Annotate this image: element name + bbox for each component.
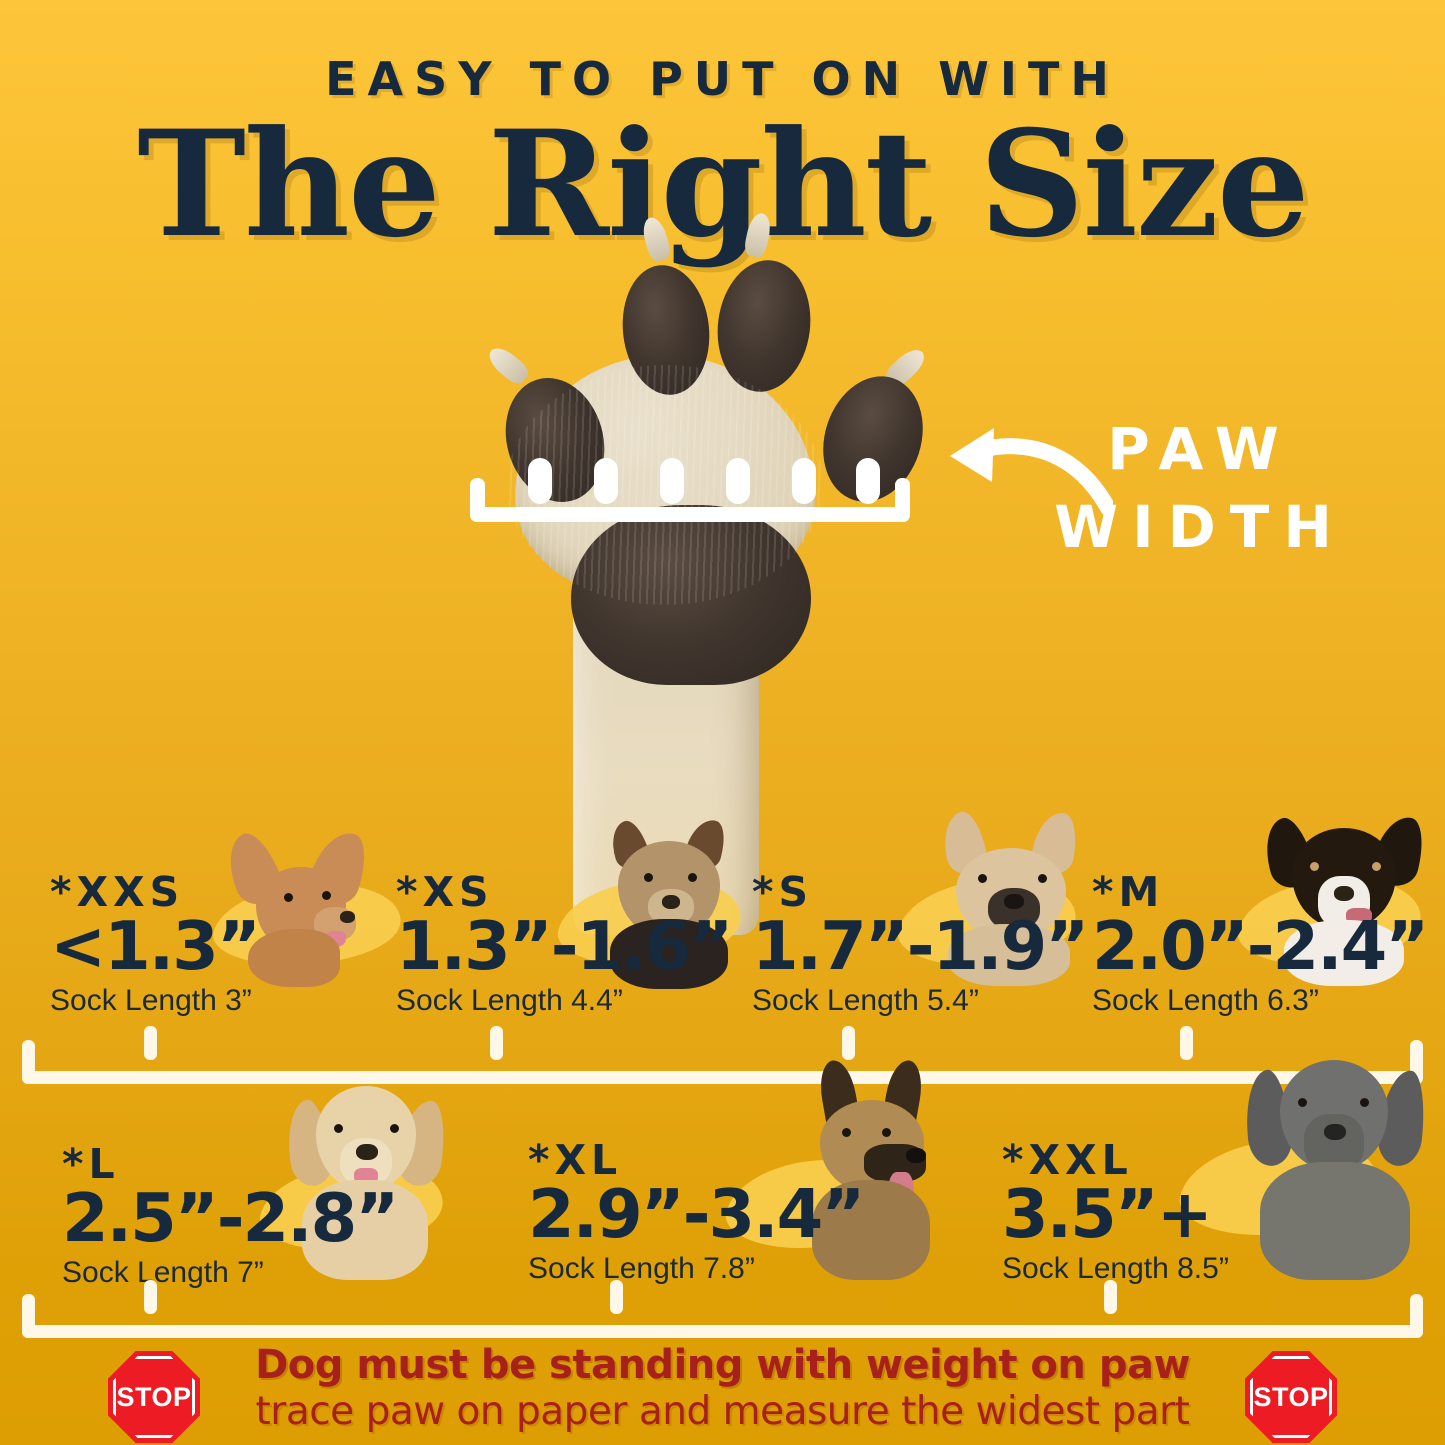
bracket-tick [792,458,816,504]
warning-text-block: Dog must be standing with weight on paw … [230,1343,1215,1435]
bracket-bar [22,1325,1423,1338]
paw-width-line1: PAW [1107,415,1293,483]
size-cell-xxl[interactable]: *XXL 3.5”+ Sock Length 8.5” [1002,1136,1229,1286]
size-code: *M [1092,868,1165,916]
bracket-tick [610,1280,623,1314]
sock-length: Sock Length 5.4” [752,984,979,1018]
size-cell-xs[interactable]: *XS 1.3”-1.6” Sock Length 4.4” [396,868,733,1018]
bracket-tick [144,1280,157,1314]
bracket-tick [528,458,552,504]
dog-photo-bernese-mountain-dog [1257,808,1435,988]
bracket-tick [660,458,684,504]
paw-width-callout-label: PAW WIDTH [1020,410,1380,567]
size-code: *XS [396,868,494,916]
warning-line-2: trace paw on paper and measure the wides… [255,1388,1190,1434]
paw-width-range: 3.5”+ [1002,1175,1213,1253]
sock-length: Sock Length 3” [50,984,252,1018]
paw-width-range: <1.3” [50,907,261,985]
sock-length: Sock Length 4.4” [396,984,623,1018]
bracket-tick [144,1026,157,1060]
size-code: *L [62,1140,120,1188]
paw-width-range: 2.9”-3.4” [528,1175,865,1253]
dog-photo-chihuahua [218,825,382,987]
sock-length: Sock Length 7” [62,1256,264,1290]
paw-width-line2: WIDTH [1054,493,1346,562]
size-code: *S [752,868,813,916]
footer-warning-bar: STOP STOP Dog must be standing with weig… [0,1327,1445,1445]
bracket-bar [22,1071,1423,1084]
stop-sign-icon-left: STOP [108,1351,200,1443]
paw-width-range: 2.0”-2.4” [1092,907,1429,985]
dog-photo-great-dane [1240,1050,1430,1285]
sock-length: Sock Length 6.3” [1092,984,1319,1018]
bracket-bar [470,507,910,522]
bracket-tick [856,458,880,504]
bracket-tick [1104,1280,1117,1314]
size-cell-xl[interactable]: *XL 2.9”-3.4” Sock Length 7.8” [528,1136,865,1286]
paw-width-range: 1.3”-1.6” [396,907,733,985]
dog-photo-french-bulldog [930,808,1095,987]
kicker-text: EASY TO PUT ON WITH [325,52,1120,106]
bracket-tick [1180,1026,1193,1060]
size-code: *XXL [1002,1136,1133,1184]
warning-line-1: Dog must be standing with weight on paw [255,1342,1190,1388]
paw-width-range: 1.7”-1.9” [752,907,1089,985]
bracket-tick [594,458,618,504]
paw-width-measuring-bracket-icon [470,455,910,530]
bracket-tick [842,1026,855,1060]
size-cell-m[interactable]: *M 2.0”-2.4” Sock Length 6.3” [1092,868,1429,1018]
size-cell-xxs[interactable]: *XXS <1.3” Sock Length 3” [50,868,261,1018]
size-code: *XXS [50,868,185,916]
page-title: The Right Size [137,99,1310,270]
size-code: *XL [528,1136,623,1184]
sock-length: Sock Length 8.5” [1002,1252,1229,1286]
metacarpal-pad [571,505,811,685]
curved-left-arrow-icon [938,420,1116,530]
row-bracket-top [22,1026,1423,1084]
sock-length: Sock Length 7.8” [528,1252,755,1286]
bracket-tick [726,458,750,504]
claw-icon [484,342,532,388]
row-bracket-bottom [22,1280,1423,1338]
paw-width-range: 2.5”-2.8” [62,1179,399,1257]
stop-sign-label: STOP [1253,1381,1329,1412]
dog-photo-yorkshire-terrier [588,815,758,990]
dog-photo-german-shepherd [790,1057,970,1285]
stop-sign-label: STOP [116,1381,192,1412]
size-cell-l[interactable]: *L 2.5”-2.8” Sock Length 7” [62,1140,399,1290]
size-cell-s[interactable]: *S 1.7”-1.9” Sock Length 5.4” [752,868,1089,1018]
stop-sign-icon-right: STOP [1245,1351,1337,1443]
dog-photo-golden-retriever [278,1068,453,1283]
bracket-tick [490,1026,503,1060]
